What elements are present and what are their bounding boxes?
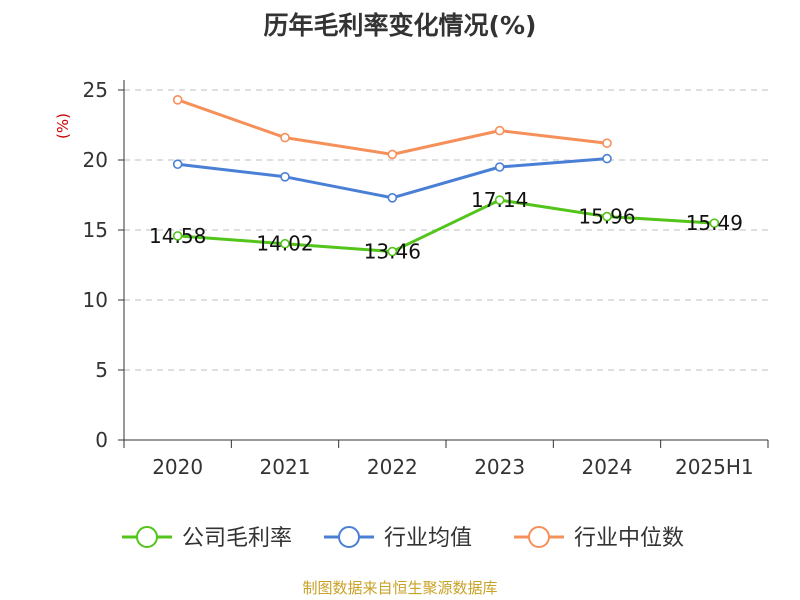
series-lines — [172, 95, 720, 257]
data-point — [494, 162, 505, 172]
legend-marker — [528, 526, 550, 548]
chart-title: 历年毛利率变化情况(%) — [264, 11, 537, 40]
data-label: 17.14 — [471, 188, 528, 212]
data-point — [602, 138, 612, 148]
data-label: 15.49 — [686, 211, 743, 235]
data-point — [280, 238, 290, 249]
data-point — [602, 153, 612, 164]
grid-lines — [124, 89, 768, 371]
y-tick-label: 20 — [83, 148, 108, 172]
data-label: 15.96 — [578, 205, 635, 229]
series-line — [177, 157, 608, 200]
x-tick-label: 2020 — [152, 455, 203, 479]
data-point — [387, 246, 398, 257]
y-axis-label: (%) — [54, 113, 72, 139]
data-point — [602, 211, 612, 222]
y-tick-label: 5 — [95, 358, 108, 382]
data-point — [494, 125, 505, 136]
x-tick-label: 2022 — [367, 455, 418, 479]
data-point — [172, 231, 183, 241]
data-point — [280, 172, 290, 182]
y-tick-label: 25 — [83, 78, 108, 102]
legend-label: 行业均值 — [384, 526, 472, 551]
source-note: 制图数据来自恒生聚源数据库 — [302, 579, 497, 597]
data-label: 14.58 — [149, 224, 206, 248]
legend-marker — [338, 526, 360, 548]
axes: 0 5 10 15 20 25 2020 2021 2022 2023 2024 2025H1 — [83, 78, 769, 479]
y-tick-label: 15 — [83, 218, 108, 242]
data-label: 13.46 — [364, 240, 421, 264]
y-tick-label: 0 — [95, 428, 108, 452]
data-point — [172, 159, 183, 169]
x-tick-label: 2023 — [474, 455, 525, 479]
series-line — [177, 198, 715, 254]
series-line — [177, 98, 608, 156]
legend-label: 行业中位数 — [574, 526, 684, 551]
data-point — [494, 195, 505, 205]
legend-marker — [136, 526, 158, 548]
legend-label: 公司毛利率 — [182, 526, 292, 551]
data-point — [387, 193, 398, 203]
data-label: 14.02 — [256, 232, 313, 256]
data-point — [280, 132, 290, 143]
x-tick-label: 2024 — [582, 455, 633, 479]
x-tick-label: 2021 — [260, 455, 311, 479]
data-point — [387, 149, 398, 160]
data-point — [172, 95, 183, 105]
data-labels: 14.58 14.02 13.46 17.14 15.96 15.49 — [149, 188, 743, 264]
x-tick-label: 2025H1 — [675, 455, 754, 479]
y-tick-label: 10 — [83, 288, 108, 312]
legend: 公司毛利率 行业均值 行业中位数 — [122, 526, 684, 551]
data-point — [709, 218, 720, 228]
